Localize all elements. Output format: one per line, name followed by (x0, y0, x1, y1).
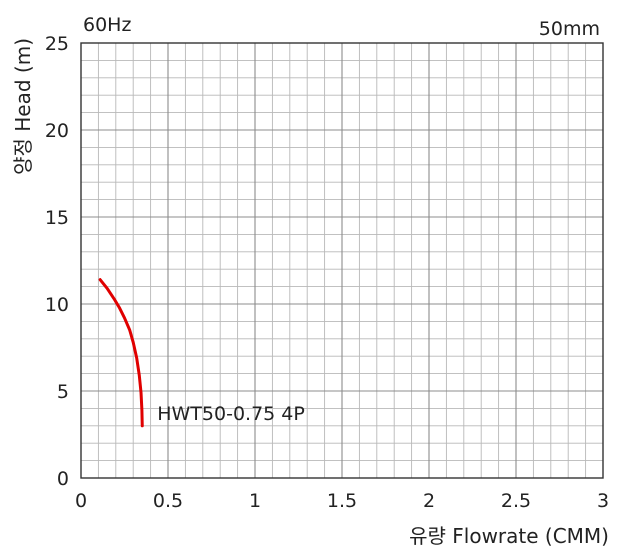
y-axis-title: 양정 Head (m) (11, 38, 35, 175)
y-tick-label: 0 (57, 468, 69, 490)
x-tick-label: 0 (75, 490, 87, 512)
x-tick-labels: 0 0.5 1 1.5 2 2.5 3 (75, 490, 609, 512)
y-tick-label: 25 (45, 33, 69, 55)
y-tick-label: 5 (57, 381, 69, 403)
pump-curve-line (98, 278, 144, 428)
y-tick-labels: 0 5 10 15 20 25 (45, 33, 69, 490)
x-axis-title: 유량 Flowrate (CMM) (409, 524, 609, 548)
frequency-label: 60Hz (83, 14, 131, 36)
series-layer: HWT50-0.75 4P (98, 278, 305, 428)
pipe-size-label: 50mm (539, 18, 600, 40)
plot-frame (80, 42, 604, 479)
y-tick-label: 20 (45, 120, 69, 142)
major-gridlines (81, 43, 603, 478)
x-tick-label: 1 (249, 490, 261, 512)
x-tick-label: 2.5 (501, 490, 531, 512)
x-tick-label: 2 (423, 490, 435, 512)
x-tick-label: 3 (597, 490, 609, 512)
x-tick-label: 1.5 (327, 490, 357, 512)
y-tick-label: 15 (45, 207, 69, 229)
y-tick-label: 10 (45, 294, 69, 316)
x-tick-label: 0.5 (153, 490, 183, 512)
series-label: HWT50-0.75 4P (157, 403, 305, 425)
